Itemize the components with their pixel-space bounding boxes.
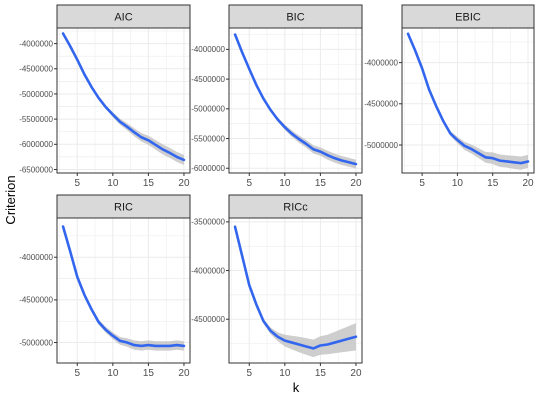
- y-tick-label: -4500000: [19, 65, 53, 74]
- y-tick-label: -4500000: [364, 100, 398, 109]
- y-tick-label: -5000000: [364, 141, 398, 150]
- y-tick-label: -6500000: [19, 165, 53, 174]
- panel-border: [56, 217, 191, 364]
- x-tick-label: 5: [246, 178, 252, 189]
- panel-border: [228, 27, 363, 174]
- facet-strip-label: AIC: [114, 12, 132, 24]
- confidence-ribbon: [408, 33, 528, 170]
- series-line: [406, 32, 530, 165]
- y-tick-label: -5000000: [191, 105, 225, 114]
- y-tick-label: -4500000: [191, 315, 225, 324]
- series-line: [61, 225, 186, 348]
- facet-strip-label: EBIC: [455, 12, 481, 24]
- facet-strip-label: RICc: [283, 202, 308, 214]
- y-tick-label: -5500000: [191, 134, 225, 143]
- panel-ric: RIC -4000000 -4500000 -5000000 5 10 15 20: [19, 194, 191, 379]
- panel-border: [401, 27, 535, 174]
- series-line: [233, 33, 358, 166]
- y-tick-label: -5500000: [19, 115, 53, 124]
- x-tick-label: 5: [74, 178, 80, 189]
- y-tick-label: -3500000: [191, 218, 225, 227]
- series-line: [61, 32, 186, 162]
- panel-aic: AIC -4000000 -4500000 -5000000 -5500000 -6000…: [19, 4, 191, 189]
- y-tick-label: -4000000: [19, 253, 53, 262]
- x-tick-label: 15: [315, 178, 327, 189]
- x-tick-label: 10: [107, 178, 119, 189]
- panel-bic: BIC -4000000 -4500000 -5000000 -5500000 -6000…: [191, 4, 363, 189]
- x-tick-label: 10: [452, 178, 464, 189]
- panel-ebic: EBIC -4000000 -4500000 -5000000 5 10 15 20: [364, 4, 535, 189]
- y-tick-label: -4500000: [191, 75, 225, 84]
- x-tick-label: 20: [178, 178, 190, 189]
- panel-background: [229, 28, 362, 173]
- panel-border: [56, 27, 191, 174]
- y-tick-label: -4000000: [191, 266, 225, 275]
- y-tick-label: -6000000: [19, 140, 53, 149]
- panels-layer: AIC -4000000 -4500000 -5000000 -5500000 -6000…: [19, 4, 535, 379]
- x-tick-label: 10: [279, 368, 291, 379]
- y-tick-label: -5000000: [19, 338, 53, 347]
- y-tick-label: -4000000: [19, 39, 53, 48]
- x-tick-label: 20: [350, 368, 362, 379]
- facet-strip-label: RIC: [114, 202, 133, 214]
- x-tick-label: 15: [487, 178, 499, 189]
- series-line: [233, 225, 358, 350]
- x-tick-label: 10: [279, 178, 291, 189]
- y-tick-label: -4500000: [19, 296, 53, 305]
- x-axis-title: k: [293, 380, 300, 395]
- confidence-ribbon: [63, 33, 184, 165]
- x-tick-label: 10: [107, 368, 119, 379]
- x-tick-label: 20: [522, 178, 534, 189]
- x-tick-label: 20: [350, 178, 362, 189]
- y-tick-label: -4000000: [191, 45, 225, 54]
- x-tick-label: 20: [178, 368, 190, 379]
- panel-ricc: RICc -3500000 -4000000 -4500000 5 10 15 20: [191, 194, 363, 379]
- y-tick-label: -5000000: [19, 90, 53, 99]
- y-tick-label: -4000000: [364, 58, 398, 67]
- y-tick-label: -6000000: [191, 164, 225, 173]
- facet-strip-label: BIC: [286, 12, 304, 24]
- x-tick-label: 5: [74, 368, 80, 379]
- x-tick-label: 5: [419, 178, 425, 189]
- panel-border: [228, 217, 363, 364]
- x-tick-label: 5: [246, 368, 252, 379]
- x-tick-label: 15: [315, 368, 327, 379]
- x-tick-label: 15: [143, 368, 155, 379]
- x-tick-label: 15: [143, 178, 155, 189]
- y-axis-title: Criterion: [3, 175, 18, 224]
